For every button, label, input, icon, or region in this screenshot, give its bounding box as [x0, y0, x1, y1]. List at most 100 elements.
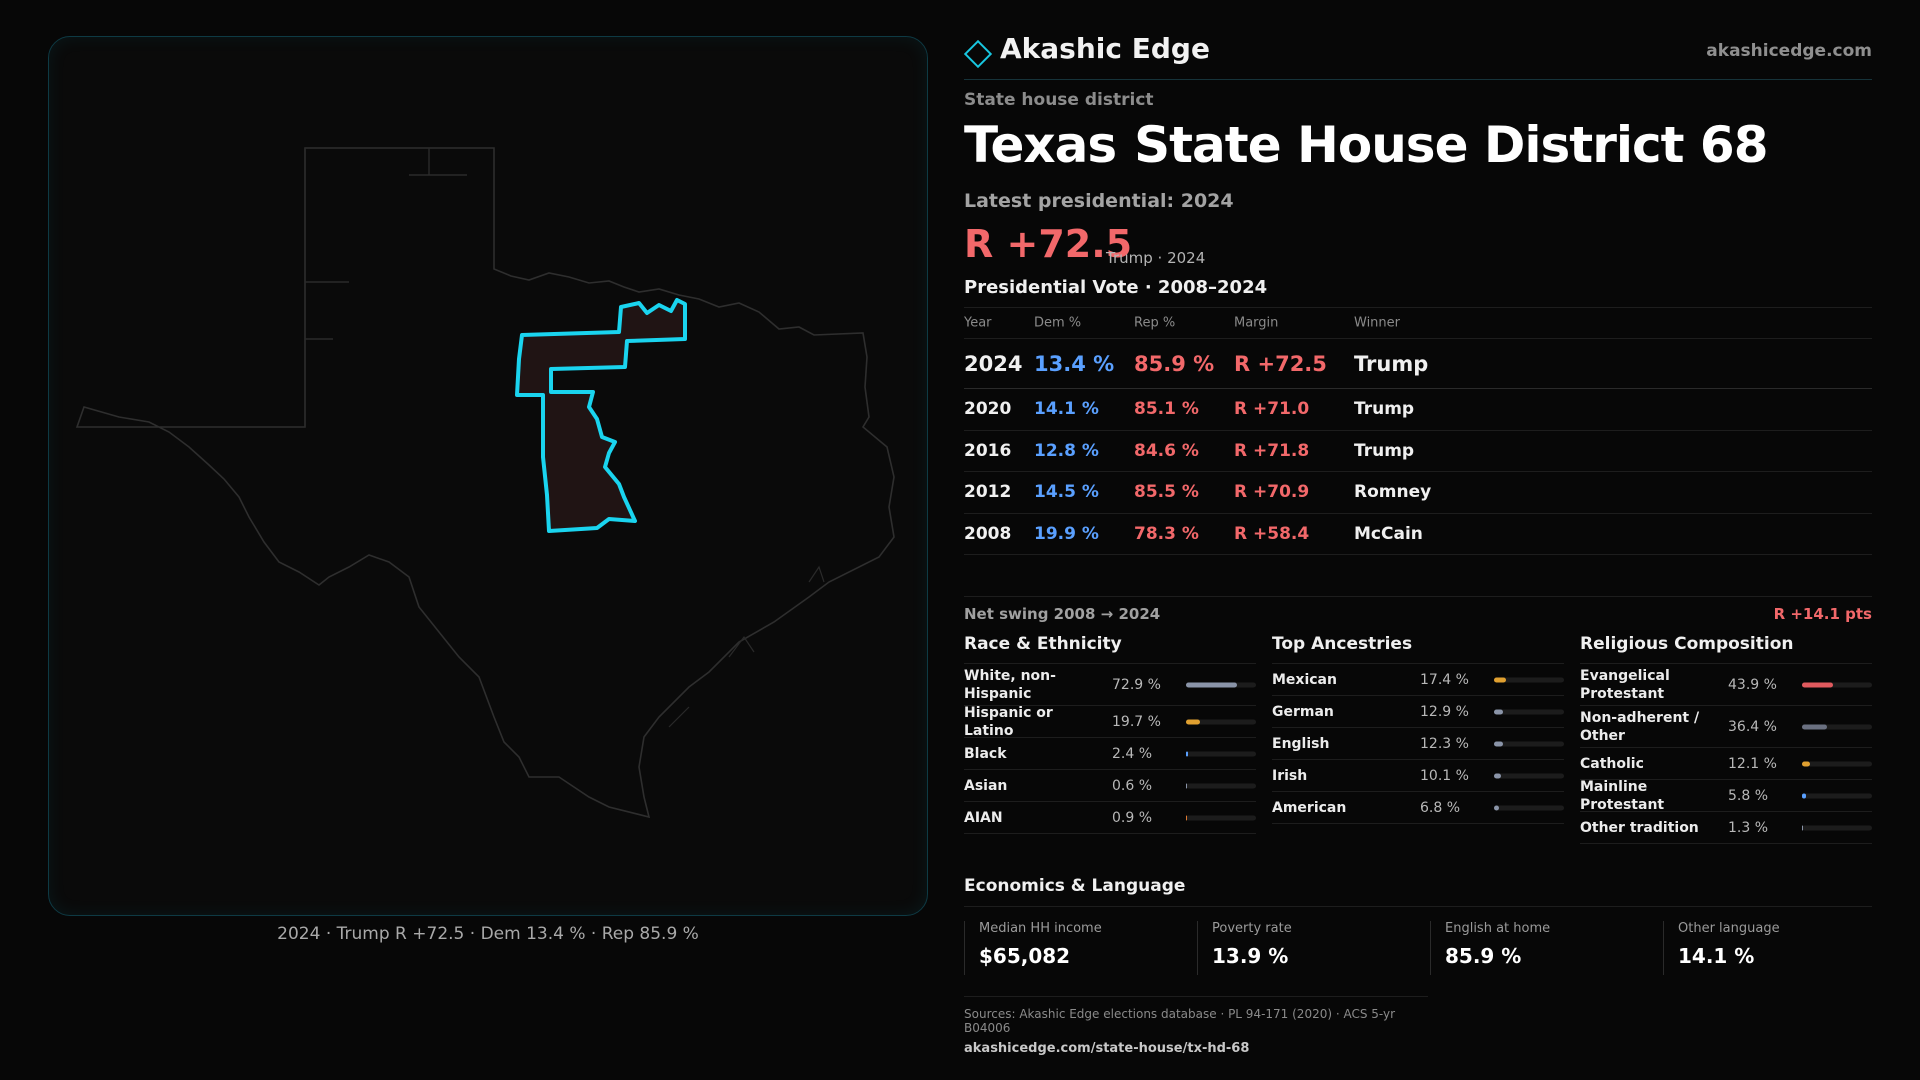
texas-outline: [75, 147, 895, 819]
religion-row: Mainline Protestant 5.8 %: [1580, 778, 1872, 813]
econ-card-other-language: Other language 14.1 %: [1663, 921, 1780, 975]
title-district: State House District 68: [1134, 116, 1768, 174]
stat-bar-fill: [1186, 815, 1188, 820]
stat-bar-track: [1494, 805, 1564, 810]
latest-presidential: Latest presidential: 2024: [964, 190, 1234, 212]
header-dem: Dem %: [1034, 315, 1082, 331]
ancestry-row: German 12.9 %: [1272, 696, 1564, 728]
stat-pct: 12.3 %: [1420, 735, 1469, 752]
race-row: White, non-Hispanic 72.9 %: [964, 664, 1256, 706]
row-year: 2020: [964, 399, 1012, 420]
stat-pct: 2.4 %: [1112, 745, 1153, 762]
county-lines: [304, 148, 467, 427]
race-ethnicity-section: Race & Ethnicity White, non-Hispanic 72.…: [964, 634, 1256, 834]
stat-label: Non-adherent / Other: [1580, 709, 1700, 744]
stat-pct: 1.3 %: [1728, 819, 1769, 836]
stat-pct: 0.9 %: [1112, 809, 1153, 826]
stat-bar-fill: [1494, 709, 1504, 714]
stat-bar-track: [1186, 751, 1256, 756]
diamond-logo-icon: [963, 39, 993, 69]
brand-name: Akashic Edge: [1000, 32, 1210, 65]
stat-bar-fill: [1186, 783, 1188, 788]
row-rep: 85.9 %: [1134, 351, 1215, 376]
source-url-link[interactable]: akashicedge.com/state-house/tx-hd-68: [964, 1041, 1250, 1056]
row-rep: 85.5 %: [1134, 482, 1199, 503]
headline-margin-sub: Trump · 2024: [1106, 249, 1206, 267]
stat-bar-track: [1802, 793, 1872, 798]
stat-bar-track: [1186, 815, 1256, 820]
sources-text: Sources: Akashic Edge elections database…: [964, 1007, 1396, 1035]
header-rep: Rep %: [1134, 315, 1176, 331]
ancestry-section: Top Ancestries Mexican 17.4 % German 12.…: [1272, 634, 1564, 824]
stat-label: American: [1272, 799, 1347, 816]
row-margin: R +58.4: [1234, 523, 1310, 544]
stat-bar-fill: [1186, 682, 1238, 687]
stat-bar-fill: [1802, 761, 1811, 766]
stat-bar-fill: [1802, 825, 1804, 830]
race-row: Hispanic or Latino 19.7 %: [964, 705, 1256, 739]
stat-bar-fill: [1802, 682, 1833, 687]
stat-bar-fill: [1494, 773, 1502, 778]
row-rep: 85.1 %: [1134, 399, 1199, 420]
stat-pct: 6.8 %: [1420, 799, 1461, 816]
econ-card-english: English at home 85.9 %: [1430, 921, 1550, 975]
stat-bar-track: [1186, 682, 1256, 687]
stat-pct: 19.7 %: [1112, 713, 1161, 730]
econ-value: 14.1 %: [1678, 944, 1755, 968]
row-dem: 14.5 %: [1034, 482, 1099, 503]
row-year: 2008: [964, 523, 1012, 544]
stat-label: Asian: [964, 777, 1008, 794]
net-swing-value: R +14.1 pts: [1773, 605, 1872, 623]
race-row: Asian 0.6 %: [964, 770, 1256, 802]
stat-bar-fill: [1494, 805, 1499, 810]
econ-value: $65,082: [979, 944, 1071, 968]
ancestry-title: Top Ancestries: [1272, 634, 1564, 664]
stat-pct: 5.8 %: [1728, 787, 1769, 804]
header-margin: Margin: [1234, 315, 1279, 331]
brand-url-link[interactable]: akashicedge.com: [1706, 41, 1872, 61]
economics-title: Economics & Language: [964, 876, 1186, 896]
stat-label: Mainline Protestant: [1580, 778, 1665, 813]
stat-bar-fill: [1494, 677, 1507, 682]
stat-pct: 72.9 %: [1112, 676, 1161, 693]
stat-label: Catholic: [1580, 755, 1644, 772]
stat-bar-track: [1494, 709, 1564, 714]
stat-pct: 17.4 %: [1420, 671, 1469, 688]
page-title: Texas State House District 68: [964, 116, 1769, 174]
header-winner: Winner: [1354, 315, 1401, 331]
header-year: Year: [964, 315, 992, 331]
table-row: 2020 14.1 % 85.1 % R +71.0 Trump: [964, 389, 1872, 431]
stat-label: Evangelical Protestant: [1580, 667, 1670, 702]
stat-label: Other tradition: [1580, 819, 1699, 836]
row-year: 2024: [964, 351, 1023, 376]
row-rep: 84.6 %: [1134, 440, 1199, 461]
row-margin: R +72.5: [1234, 351, 1327, 376]
info-panel: Akashic Edge akashicedge.com State house…: [963, 30, 1872, 1056]
stat-pct: 0.6 %: [1112, 777, 1153, 794]
map-panel[interactable]: [48, 36, 928, 916]
econ-value: 13.9 %: [1212, 944, 1289, 968]
stat-label: Irish: [1272, 767, 1308, 784]
religion-title: Religious Composition: [1580, 634, 1872, 664]
stat-bar-track: [1186, 719, 1256, 724]
stat-bar-track: [1494, 677, 1564, 682]
row-dem: 12.8 %: [1034, 440, 1099, 461]
ancestry-row: American 6.8 %: [1272, 792, 1564, 824]
stat-bar-track: [1494, 773, 1564, 778]
row-rep: 78.3 %: [1134, 523, 1199, 544]
stat-bar-fill: [1802, 724, 1828, 729]
stat-pct: 43.9 %: [1728, 676, 1777, 693]
econ-label: Other language: [1678, 921, 1780, 936]
stat-pct: 36.4 %: [1728, 718, 1777, 735]
table-row: 2008 19.9 % 78.3 % R +58.4 McCain: [964, 514, 1872, 555]
race-row: AIAN 0.9 %: [964, 802, 1256, 834]
row-winner: Trump: [1354, 399, 1415, 420]
headline-margin: R +72.5: [964, 222, 1133, 266]
ancestry-row: English 12.3 %: [1272, 728, 1564, 760]
table-row: 2016 12.8 % 84.6 % R +71.8 Trump: [964, 431, 1872, 472]
district-68-shape[interactable]: [515, 298, 687, 533]
stat-bar-fill: [1802, 793, 1807, 798]
vote-table: Year Dem % Rep % Margin Winner 2024 13.4…: [964, 307, 1872, 555]
stat-bar-track: [1186, 783, 1256, 788]
econ-card-poverty: Poverty rate 13.9 %: [1197, 921, 1292, 975]
